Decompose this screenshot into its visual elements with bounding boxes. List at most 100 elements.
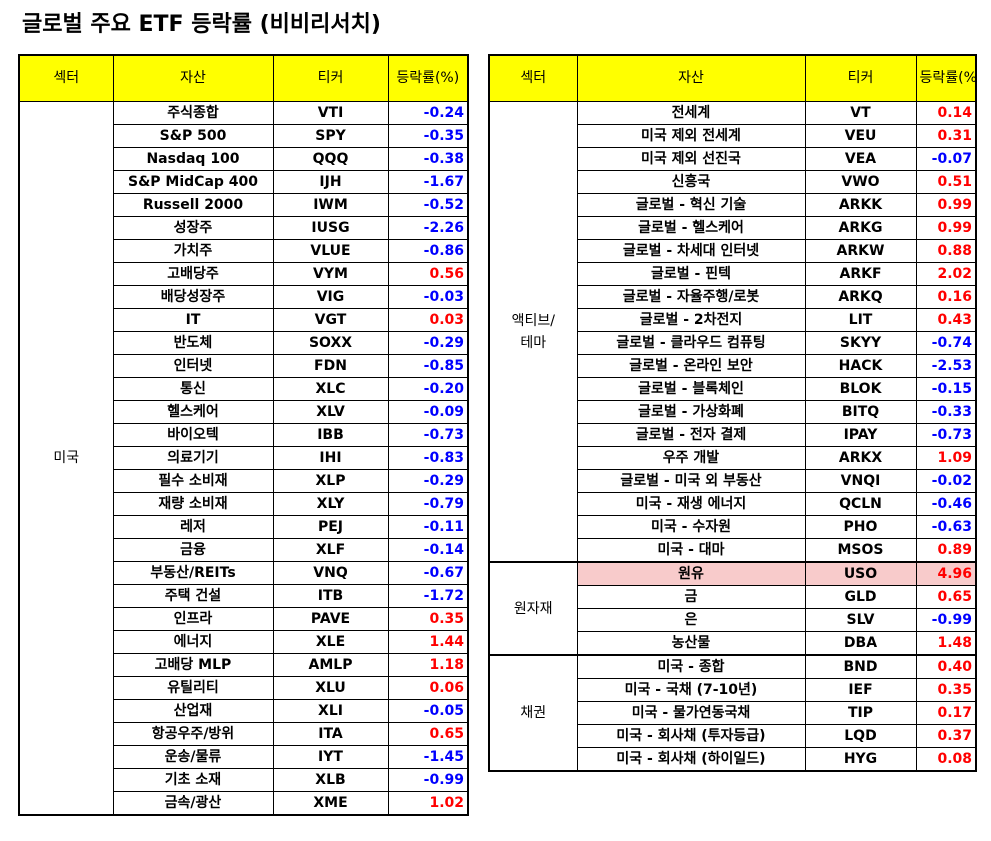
table-row: 미국 제외 선진국 VEA -0.07 xyxy=(489,147,977,171)
table-row: 기초 소재 XLB -0.99 xyxy=(19,768,469,792)
change-cell: 0.08 xyxy=(915,747,977,772)
header-change: 등락률(%) xyxy=(915,54,977,102)
table-header-row: 섹터 자산 티커 등락률(%) xyxy=(488,54,977,102)
change-cell: 1.18 xyxy=(387,653,469,677)
header-asset: 자산 xyxy=(576,54,806,102)
change-cell: -0.33 xyxy=(915,400,977,424)
table-row: 금융 XLF -0.14 xyxy=(19,538,469,562)
ticker-cell: ARKK xyxy=(804,193,917,217)
table-row: 고배당 MLP AMLP 1.18 xyxy=(19,653,469,677)
asset-cell: 글로벌 - 차세대 인터넷 xyxy=(576,239,806,263)
ticker-cell: BITQ xyxy=(804,400,917,424)
asset-cell: 우주 개발 xyxy=(576,446,806,470)
change-cell: -0.03 xyxy=(387,285,469,309)
ticker-cell: LQD xyxy=(804,724,917,748)
asset-cell: 글로벌 - 가상화폐 xyxy=(576,400,806,424)
table-row: 산업재 XLI -0.05 xyxy=(19,699,469,723)
asset-cell: 재량 소비재 xyxy=(112,492,274,516)
asset-cell: 가치주 xyxy=(112,239,274,263)
asset-cell: 고배당주 xyxy=(112,262,274,286)
asset-cell: 항공우주/방위 xyxy=(112,722,274,746)
asset-cell: 고배당 MLP xyxy=(112,653,274,677)
asset-cell: 전세계 xyxy=(576,101,806,125)
change-cell: -0.24 xyxy=(387,101,469,125)
asset-cell: 미국 - 국채 (7-10년) xyxy=(576,678,806,702)
header-ticker: 티커 xyxy=(272,54,389,102)
ticker-cell: SOXX xyxy=(272,331,389,355)
sector-cell: 미국 xyxy=(18,101,114,816)
asset-cell: 부동산/REITs xyxy=(112,561,274,585)
ticker-cell: VWO xyxy=(804,170,917,194)
ticker-cell: XLP xyxy=(272,469,389,493)
change-cell: -0.79 xyxy=(387,492,469,516)
asset-cell: 글로벌 - 미국 외 부동산 xyxy=(576,469,806,493)
table-row: 글로벌 - 클라우드 컴퓨팅 SKYY -0.74 xyxy=(489,331,977,355)
asset-cell: 금융 xyxy=(112,538,274,562)
asset-cell: 글로벌 - 자율주행/로봇 xyxy=(576,285,806,309)
asset-cell: 바이오텍 xyxy=(112,423,274,447)
asset-cell: 통신 xyxy=(112,377,274,401)
ticker-cell: VTI xyxy=(272,101,389,125)
table-row: 필수 소비재 XLP -0.29 xyxy=(19,469,469,493)
asset-cell: 유틸리티 xyxy=(112,676,274,700)
change-cell: 0.35 xyxy=(915,678,977,702)
change-cell: 0.17 xyxy=(915,701,977,725)
asset-cell: 미국 - 회사채 (투자등급) xyxy=(576,724,806,748)
change-cell: 1.44 xyxy=(387,630,469,654)
change-cell: -0.99 xyxy=(915,608,977,632)
change-cell: 0.03 xyxy=(387,308,469,332)
ticker-cell: ARKX xyxy=(804,446,917,470)
asset-cell: IT xyxy=(112,308,274,332)
asset-cell: 글로벌 - 혁신 기술 xyxy=(576,193,806,217)
ticker-cell: QCLN xyxy=(804,492,917,516)
asset-cell: 기초 소재 xyxy=(112,768,274,792)
change-cell: 1.09 xyxy=(915,446,977,470)
asset-cell: 인프라 xyxy=(112,607,274,631)
table-row: 글로벌 - 자율주행/로봇 ARKQ 0.16 xyxy=(489,285,977,309)
ticker-cell: XLF xyxy=(272,538,389,562)
table-row: 원자재 원유 USO 4.96 xyxy=(488,561,977,656)
ticker-cell: ARKW xyxy=(804,239,917,263)
ticker-cell: MSOS xyxy=(804,538,917,563)
asset-cell: 주택 건설 xyxy=(112,584,274,608)
table-row: 의료기기 IHI -0.83 xyxy=(19,446,469,470)
ticker-cell: HACK xyxy=(804,354,917,378)
ticker-cell: XLY xyxy=(272,492,389,516)
table-row: 미국 - 회사채 (투자등급) LQD 0.37 xyxy=(489,724,977,748)
table-row: 인프라 PAVE 0.35 xyxy=(19,607,469,631)
ticker-cell: VNQ xyxy=(272,561,389,585)
asset-cell: S&P MidCap 400 xyxy=(112,170,274,194)
table-row: Nasdaq 100 QQQ -0.38 xyxy=(19,147,469,171)
asset-cell: 글로벌 - 온라인 보안 xyxy=(576,354,806,378)
us-etf-table: 섹터 자산 티커 등락률(%) 미국 주식종합 VTI -0.24 S&P 500 SPY… xyxy=(18,54,469,816)
asset-cell: 글로벌 - 2차전지 xyxy=(576,308,806,332)
ticker-cell: VIG xyxy=(272,285,389,309)
ticker-cell: PAVE xyxy=(272,607,389,631)
ticker-cell: SPY xyxy=(272,124,389,148)
header-asset: 자산 xyxy=(112,54,274,102)
table-row: 글로벌 - 블록체인 BLOK -0.15 xyxy=(489,377,977,401)
table-header-row: 섹터 자산 티커 등락률(%) xyxy=(18,54,469,102)
change-cell: -0.35 xyxy=(387,124,469,148)
table-row: 미국 - 대마 MSOS 0.89 xyxy=(489,538,977,563)
table-row: 인터넷 FDN -0.85 xyxy=(19,354,469,378)
ticker-cell: IEF xyxy=(804,678,917,702)
ticker-cell: XLV xyxy=(272,400,389,424)
change-cell: 0.65 xyxy=(915,585,977,609)
change-cell: -0.63 xyxy=(915,515,977,539)
change-cell: 0.51 xyxy=(915,170,977,194)
change-cell: -0.73 xyxy=(915,423,977,447)
table-row: 신흥국 VWO 0.51 xyxy=(489,170,977,194)
asset-cell: Nasdaq 100 xyxy=(112,147,274,171)
ticker-cell: VT xyxy=(804,101,917,125)
asset-cell: 미국 - 수자원 xyxy=(576,515,806,539)
change-cell: -0.52 xyxy=(387,193,469,217)
ticker-cell: XLE xyxy=(272,630,389,654)
change-cell: -0.86 xyxy=(387,239,469,263)
asset-cell: 산업재 xyxy=(112,699,274,723)
asset-cell: 성장주 xyxy=(112,216,274,240)
table-row: 반도체 SOXX -0.29 xyxy=(19,331,469,355)
table-row: IT VGT 0.03 xyxy=(19,308,469,332)
change-cell: 0.06 xyxy=(387,676,469,700)
change-cell: -2.26 xyxy=(387,216,469,240)
